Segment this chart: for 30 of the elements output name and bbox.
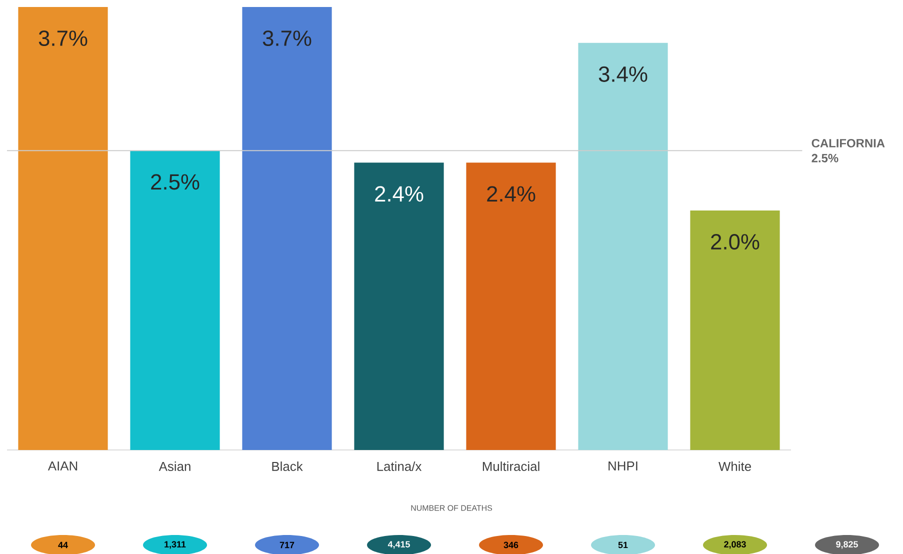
data-label: 2.5% [151, 174, 200, 190]
data-label: 2.4% [375, 186, 424, 202]
data-label: 2.4% [487, 186, 536, 202]
bar [18, 6, 108, 450]
bar [242, 6, 332, 450]
text: 4,415 [388, 541, 410, 549]
bar [130, 150, 220, 450]
text: 44 [58, 542, 68, 548]
x-tick-label: Latina/x [377, 462, 422, 472]
x-tick-label: Black [272, 462, 303, 472]
bar [578, 42, 668, 450]
data-label: 3.4% [598, 66, 648, 82]
bar [466, 162, 556, 450]
x-tick-label: NHPI [608, 462, 638, 470]
data-label: 2.0% [711, 234, 760, 250]
bar [354, 162, 444, 450]
text: 51 [618, 542, 628, 548]
text: 1,311 [164, 541, 186, 549]
x-tick-label: White [718, 462, 751, 472]
x-tick-label: Multiracial [482, 462, 540, 472]
data-label: 3.7% [38, 30, 88, 46]
ref-line-label: CALIFORNIA 2.5% [812, 138, 885, 162]
x-tick-label: Asian [158, 462, 190, 472]
text: 2,083 [724, 541, 746, 549]
text: 9,825 [836, 541, 858, 549]
bar [690, 210, 780, 450]
x-tick-label: AIAN [48, 462, 78, 470]
text: 346 [504, 542, 518, 548]
text: 717 [280, 542, 294, 548]
data-label: 3.7% [262, 30, 312, 46]
